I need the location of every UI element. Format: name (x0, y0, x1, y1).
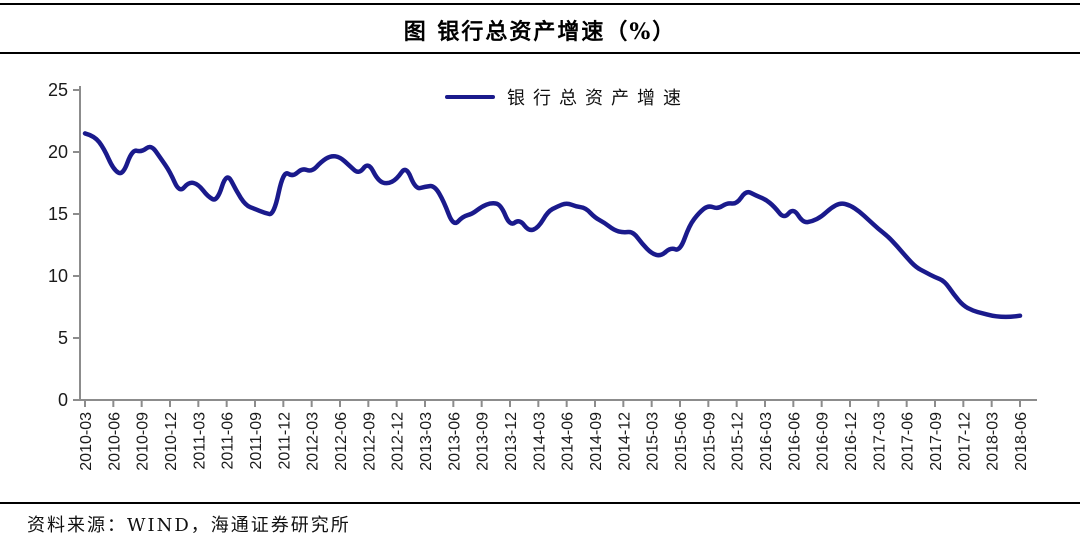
svg-text:2018-03: 2018-03 (985, 412, 1002, 471)
svg-text:2011-09: 2011-09 (248, 412, 265, 470)
svg-text:2014-03: 2014-03 (531, 412, 548, 471)
svg-text:2017-03: 2017-03 (871, 412, 888, 471)
svg-text:0: 0 (58, 390, 68, 410)
svg-text:2013-12: 2013-12 (503, 412, 520, 471)
svg-text:2010-03: 2010-03 (78, 412, 95, 471)
svg-text:2015-12: 2015-12 (730, 412, 747, 471)
svg-text:2016-12: 2016-12 (843, 412, 860, 471)
title-divider-rule (0, 52, 1080, 54)
svg-text:2012-06: 2012-06 (333, 412, 350, 471)
svg-text:2017-06: 2017-06 (900, 412, 917, 471)
svg-text:2012-12: 2012-12 (390, 412, 407, 471)
svg-text:2018-06: 2018-06 (1013, 412, 1030, 471)
svg-text:2010-12: 2010-12 (163, 412, 180, 471)
svg-text:2017-09: 2017-09 (928, 412, 945, 471)
svg-text:10: 10 (48, 266, 68, 286)
svg-text:2011-12: 2011-12 (276, 412, 293, 470)
tick-marks (73, 89, 1021, 407)
svg-text:2012-03: 2012-03 (305, 412, 322, 471)
svg-text:2016-06: 2016-06 (786, 412, 803, 471)
y-axis-labels: 0 5 10 15 20 25 (48, 80, 68, 410)
legend-line-swatch (445, 95, 495, 99)
svg-text:2010-09: 2010-09 (135, 412, 152, 471)
svg-text:2016-09: 2016-09 (815, 412, 832, 471)
svg-text:2014-09: 2014-09 (588, 412, 605, 471)
legend: 银行总资产增速 (445, 87, 689, 109)
top-rule (0, 3, 1080, 5)
svg-text:20: 20 (48, 142, 68, 162)
svg-text:2013-06: 2013-06 (446, 412, 463, 471)
svg-text:25: 25 (48, 80, 68, 100)
svg-text:2015-03: 2015-03 (645, 412, 662, 471)
legend-label: 银行总资产增速 (507, 88, 689, 109)
svg-text:2017-12: 2017-12 (956, 412, 973, 471)
svg-text:2014-12: 2014-12 (616, 412, 633, 471)
svg-text:2011-03: 2011-03 (191, 412, 208, 470)
svg-text:2013-09: 2013-09 (475, 412, 492, 471)
svg-text:5: 5 (58, 328, 68, 348)
svg-text:2013-03: 2013-03 (418, 412, 435, 471)
svg-text:2010-06: 2010-06 (106, 412, 123, 471)
svg-text:15: 15 (48, 204, 68, 224)
svg-text:2011-06: 2011-06 (220, 412, 237, 470)
svg-text:2014-06: 2014-06 (560, 412, 577, 471)
svg-text:2015-06: 2015-06 (673, 412, 690, 471)
svg-text:2015-09: 2015-09 (701, 412, 718, 471)
svg-text:2012-09: 2012-09 (361, 412, 378, 471)
source-note: 资料来源：WIND，海通证券研究所 (27, 515, 351, 536)
series-line (82, 131, 1023, 320)
svg-text:2016-03: 2016-03 (758, 412, 775, 471)
chart-title: 图 银行总资产增速（%） (403, 19, 677, 45)
x-axis-labels: 2010-03 2010-06 2010-09 2010-12 2011-03 2011-… (78, 412, 1030, 471)
bottom-rule (0, 502, 1080, 504)
